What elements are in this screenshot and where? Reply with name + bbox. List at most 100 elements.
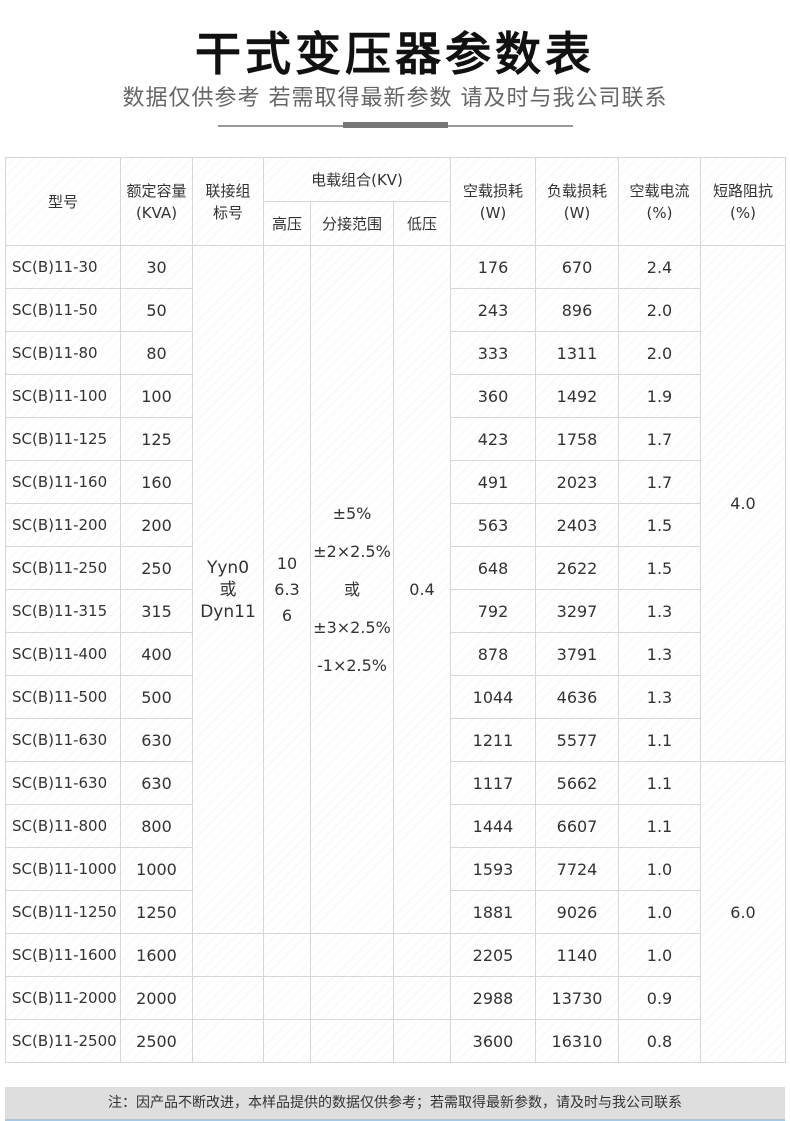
noload-current-cell: 1.0	[618, 847, 701, 891]
table-row: SC(B)11-315 315 792 3297 1.3	[5, 589, 786, 633]
table-row: SC(B)11-50 50 243 896 2.0	[5, 288, 786, 332]
noload-loss-cell: 423	[450, 417, 536, 461]
noload-current-cell: 1.7	[618, 460, 701, 504]
capacity-cell: 80	[120, 331, 193, 375]
table-row: SC(B)11-80 80 333 1311 2.0	[5, 331, 786, 375]
model-cell: SC(B)11-200	[5, 503, 121, 547]
noload-loss-cell: 792	[450, 589, 536, 633]
load-loss-cell: 2023	[535, 460, 619, 504]
header-model: 型号	[5, 157, 121, 246]
noload-loss-cell: 243	[450, 288, 536, 332]
lv-cell	[393, 933, 451, 977]
parameter-table: 型号 额定容量 (KVA) 联接组 标号 电载组合(KV) 空载损耗 (W) 负载损耗…	[5, 157, 786, 1063]
header-tap: 分接范围	[310, 201, 394, 246]
table-row: SC(B)11-1000 1000 1593 7724 1.0	[5, 847, 786, 891]
noload-loss-cell: 1881	[450, 890, 536, 934]
capacity-cell: 1000	[120, 847, 193, 891]
load-loss-cell: 3791	[535, 632, 619, 676]
model-cell: SC(B)11-500	[5, 675, 121, 719]
model-cell: SC(B)11-160	[5, 460, 121, 504]
load-loss-cell: 5662	[535, 761, 619, 805]
noload-loss-cell: 563	[450, 503, 536, 547]
load-loss-cell: 6607	[535, 804, 619, 848]
capacity-cell: 100	[120, 374, 193, 418]
load-loss-cell: 1758	[535, 417, 619, 461]
header-group: 联接组 标号	[192, 157, 264, 246]
load-loss-cell: 2622	[535, 546, 619, 590]
group-cell	[192, 976, 264, 1020]
load-loss-cell: 5577	[535, 718, 619, 762]
load-loss-cell: 13730	[535, 976, 619, 1020]
model-cell: SC(B)11-1600	[5, 933, 121, 977]
model-cell: SC(B)11-30	[5, 245, 121, 289]
table-row: SC(B)11-250 250 648 2622 1.5	[5, 546, 786, 590]
table-row: SC(B)11-200 200 563 2403 1.5	[5, 503, 786, 547]
model-cell: SC(B)11-1000	[5, 847, 121, 891]
model-cell: SC(B)11-100	[5, 374, 121, 418]
header-load-loss: 负载损耗 (W)	[535, 157, 619, 246]
table-row: SC(B)11-100 100 360 1492 1.9	[5, 374, 786, 418]
header-capacity: 额定容量 (KVA)	[120, 157, 193, 246]
noload-current-cell: 1.1	[618, 718, 701, 762]
capacity-cell: 2000	[120, 976, 193, 1020]
noload-current-cell: 2.0	[618, 331, 701, 375]
noload-current-cell: 1.3	[618, 632, 701, 676]
tap-cell	[310, 976, 394, 1020]
table-row: SC(B)11-160 160 491 2023 1.7	[5, 460, 786, 504]
load-loss-cell: 1492	[535, 374, 619, 418]
group-cell	[192, 1019, 264, 1063]
load-loss-cell: 16310	[535, 1019, 619, 1063]
header-noload-loss: 空载损耗 (W)	[450, 157, 536, 246]
impedance-cell: 4.0	[700, 245, 786, 762]
capacity-cell: 630	[120, 761, 193, 805]
tap-cell	[310, 933, 394, 977]
group-cell	[192, 933, 264, 977]
noload-loss-cell: 1444	[450, 804, 536, 848]
noload-current-cell: 1.7	[618, 417, 701, 461]
capacity-cell: 1250	[120, 890, 193, 934]
noload-current-cell: 2.4	[618, 245, 701, 289]
capacity-cell: 630	[120, 718, 193, 762]
noload-loss-cell: 491	[450, 460, 536, 504]
load-loss-cell: 2403	[535, 503, 619, 547]
hv-cell	[263, 1019, 311, 1063]
model-cell: SC(B)11-50	[5, 288, 121, 332]
table-row: SC(B)11-2500 2500 3600 16310 0.8	[5, 1019, 786, 1063]
lv-cell: 0.4	[393, 245, 451, 934]
noload-current-cell: 1.9	[618, 374, 701, 418]
load-loss-cell: 7724	[535, 847, 619, 891]
header-noload-current: 空载电流 (%)	[618, 157, 701, 246]
noload-current-cell: 1.5	[618, 503, 701, 547]
table-row: SC(B)11-30 30 Yyn0 或 Dyn11 10 6.3 6 ±5% ±2×2.5% 或 ±…	[5, 245, 786, 934]
model-cell: SC(B)11-125	[5, 417, 121, 461]
noload-loss-cell: 1117	[450, 761, 536, 805]
model-cell: SC(B)11-630	[5, 718, 121, 762]
load-loss-cell: 4636	[535, 675, 619, 719]
capacity-cell: 160	[120, 460, 193, 504]
noload-current-cell: 1.5	[618, 546, 701, 590]
lv-cell	[393, 976, 451, 1020]
impedance-cell: 6.0	[700, 761, 786, 1063]
model-cell: SC(B)11-630	[5, 761, 121, 805]
noload-loss-cell: 3600	[450, 1019, 536, 1063]
model-cell: SC(B)11-315	[5, 589, 121, 633]
noload-current-cell: 0.8	[618, 1019, 701, 1063]
noload-current-cell: 1.3	[618, 675, 701, 719]
header-hv: 高压	[263, 201, 311, 246]
capacity-cell: 30	[120, 245, 193, 289]
noload-loss-cell: 1044	[450, 675, 536, 719]
header-lv: 低压	[393, 201, 451, 246]
table-row: SC(B)11-500 500 1044 4636 1.3	[5, 675, 786, 719]
capacity-cell: 125	[120, 417, 193, 461]
model-cell: SC(B)11-80	[5, 331, 121, 375]
noload-loss-cell: 2205	[450, 933, 536, 977]
divider-accent	[343, 122, 448, 128]
table-row: SC(B)11-1600 1600 2205 1140 1.0	[5, 933, 786, 977]
capacity-cell: 315	[120, 589, 193, 633]
header-voltage: 电载组合(KV)	[263, 157, 451, 202]
tap-cell	[310, 1019, 394, 1063]
tap-cell: ±5% ±2×2.5% 或 ±3×2.5% -1×2.5%	[310, 245, 394, 934]
capacity-cell: 250	[120, 546, 193, 590]
capacity-cell: 1600	[120, 933, 193, 977]
group-cell: Yyn0 或 Dyn11	[192, 245, 264, 934]
